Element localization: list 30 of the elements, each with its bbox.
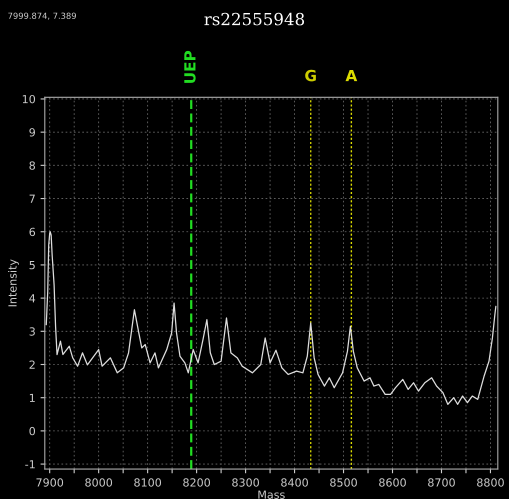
text: 7999.874, 7.389: [8, 12, 76, 20]
x-tick-label: 8400: [281, 478, 308, 487]
y-tick-label: 0: [29, 426, 36, 436]
y-tick-label: 2: [30, 360, 35, 369]
chart-title: rs22555948: [204, 12, 304, 26]
x-tick-label: 8600: [379, 478, 406, 487]
x-tick-label: 8100: [134, 478, 162, 487]
x-tick-label: 8300: [232, 478, 259, 487]
x-tick-label: 8000: [85, 478, 112, 487]
x-tick-label: 8200: [183, 478, 210, 487]
y-tick-label: 1: [30, 394, 35, 402]
y-tick-label: 3: [30, 327, 35, 336]
y-tick-label: 10: [22, 94, 36, 104]
x-tick-label: 8800: [477, 478, 504, 487]
x-axis-title: Mass: [258, 490, 285, 499]
ref-line-label: G: [305, 70, 316, 82]
x-tick-label: 7900: [36, 478, 64, 487]
y-tick-label: 9: [29, 128, 35, 137]
y-tick-label: 4: [29, 294, 36, 302]
line-series: [46, 231, 496, 405]
ref-line-label: UEP: [184, 50, 196, 83]
y-axis-title: Intensity: [8, 259, 19, 306]
x-tick-label: 8500: [330, 478, 357, 487]
ref-line-label: A: [346, 70, 358, 82]
y-tick-label: 8: [29, 161, 36, 170]
y-tick-label: -1: [25, 460, 35, 468]
y-tick-label: 7: [30, 194, 35, 203]
x-tick-label: 8700: [428, 478, 455, 487]
y-tick-label: 6: [29, 228, 36, 236]
y-tick-label: 5: [30, 261, 35, 270]
